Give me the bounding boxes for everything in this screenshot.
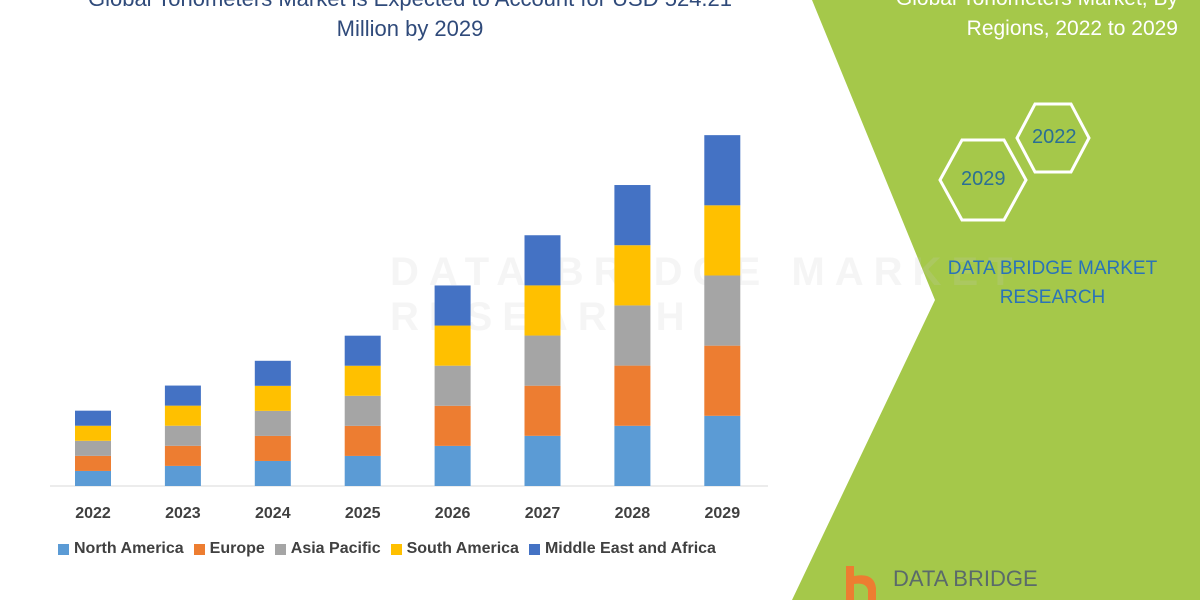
green-panel	[792, 0, 1200, 600]
hexagon-label-2029: 2029	[961, 168, 1006, 190]
bar-segment	[164, 385, 201, 406]
bar-segment	[434, 365, 471, 406]
bar-segment	[524, 385, 561, 436]
bar-segment	[164, 445, 201, 466]
x-tick-label: 2022	[75, 505, 111, 522]
legend-label: Europe	[209, 540, 265, 557]
bar-segment	[524, 235, 561, 286]
bar-segment	[254, 460, 291, 486]
legend-label: Asia Pacific	[290, 540, 381, 557]
legend: North America Europe Asia Pacific South Ame…	[58, 540, 716, 558]
x-tick-label: 2027	[525, 505, 561, 522]
legend-item: Asia Pacific	[274, 540, 381, 558]
legend-swatch	[58, 543, 69, 555]
bar-segment	[344, 395, 381, 426]
bar-segment	[524, 335, 561, 386]
legend-item: North America	[58, 540, 184, 558]
x-tick-label: 2028	[615, 505, 651, 522]
bar-segment	[164, 405, 201, 426]
bar-segment	[75, 410, 111, 426]
bar-segment	[75, 440, 111, 456]
bar-segment	[344, 335, 381, 366]
bar-segment	[75, 425, 111, 441]
bar-segment	[75, 470, 111, 486]
bar-segment	[614, 365, 651, 426]
bar-segment	[704, 345, 741, 416]
hexagon-2029	[938, 138, 1028, 222]
bar-segment	[434, 445, 471, 486]
legend-swatch	[274, 543, 286, 555]
x-tick-label: 2029	[705, 505, 741, 522]
bar-segment	[164, 465, 201, 486]
bar-segment	[704, 135, 741, 206]
bar-segment	[524, 435, 561, 486]
legend-label: Middle East and Africa	[544, 540, 716, 557]
legend-swatch	[193, 543, 205, 555]
hexagon-label-2022: 2022	[1032, 126, 1077, 148]
bar-segment	[254, 435, 291, 461]
legend-swatch	[528, 543, 540, 555]
brand-name: DATA BRIDGE MARKET RESEARCH	[947, 258, 1158, 308]
legend-item: Middle East and Africa	[528, 540, 716, 558]
legend-item: South America	[390, 540, 519, 558]
legend-item: Europe	[193, 540, 265, 558]
bar-segment	[614, 245, 651, 306]
bar-segment	[434, 285, 471, 326]
bar-segment	[344, 455, 381, 486]
x-tick-label: 2023	[165, 505, 201, 522]
bar-segment	[344, 365, 381, 396]
hexagon-2022	[1015, 102, 1091, 174]
bar-segment	[254, 385, 291, 411]
bar-segment	[614, 185, 651, 246]
bar-segment	[614, 425, 651, 486]
x-tick-label: 2025	[345, 505, 381, 522]
bar-segment	[524, 285, 561, 336]
bar-segment	[164, 425, 201, 446]
bar-segment	[704, 205, 741, 276]
bar-segment	[254, 410, 291, 436]
legend-label: North America	[74, 540, 184, 557]
bar-segment	[75, 455, 111, 471]
legend-label: South America	[406, 540, 519, 557]
chart-title: Global Tonometers Market is Expected to …	[88, 0, 732, 41]
x-tick-label: 2024	[255, 505, 291, 522]
logo-text: DATA BRIDGE	[893, 566, 1038, 591]
legend-swatch	[390, 543, 402, 555]
bar-segment	[254, 360, 291, 386]
bar-segment	[344, 425, 381, 456]
bar-segment	[704, 415, 741, 486]
bar-segment	[434, 325, 471, 366]
side-title: Global Tonometers Market, By Regions, 20…	[896, 0, 1178, 40]
x-tick-label: 2026	[435, 505, 471, 522]
logo-icon	[846, 566, 876, 600]
stacked-bar-chart: 2022 2023 2024 2025 2026 2027 2028 2029	[50, 135, 768, 522]
bar-segment	[614, 305, 651, 366]
bar-segment	[434, 405, 471, 446]
bar-segment	[704, 275, 741, 346]
